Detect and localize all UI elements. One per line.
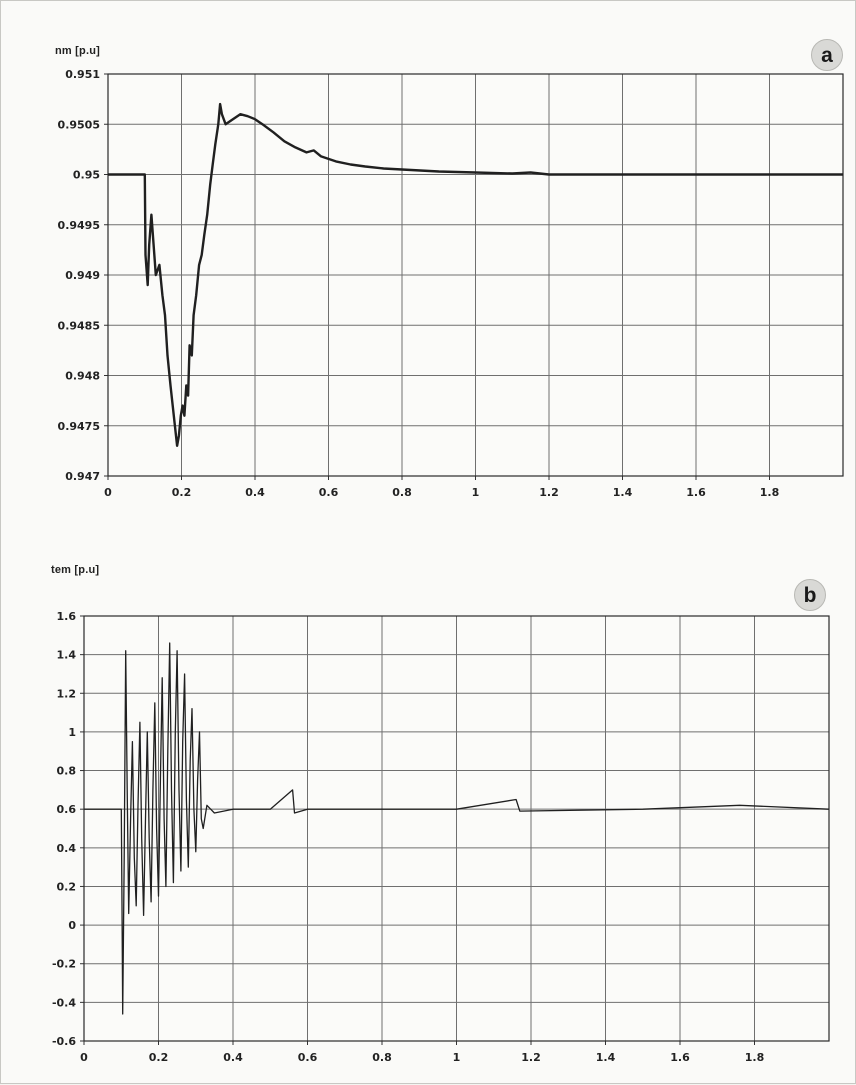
x-tick-label: 1 [453, 1051, 461, 1064]
y-tick-label: 0.949 [65, 269, 100, 282]
x-tick-label: 0.8 [392, 486, 412, 499]
y-tick-label: 0.9485 [58, 319, 100, 332]
y-tick-label: 0.95 [73, 169, 100, 182]
x-tick-label: 0.4 [245, 486, 265, 499]
x-tick-label: 0 [80, 1051, 88, 1064]
chart-panel-b: tem [p.u] b 0 0.2 0.4 0.6 0.8 1 1.2 1.4 1.6 1.8 1.… [1, 546, 856, 1085]
y-tick-label: 0.4 [57, 842, 77, 855]
y-tick-label: 1.6 [57, 610, 77, 623]
x-tick-label: 0.6 [298, 1051, 318, 1064]
panel-badge-a: a [811, 39, 843, 71]
y-tick-label: 0.8 [57, 765, 77, 778]
plot-frame [107, 73, 844, 477]
chart-panel-a: nm [p.u] a 0 0.2 0.4 0.6 0.8 1 1.2 1.4 1.6 1.8 0.9… [1, 1, 856, 531]
x-tick-label: 0.8 [372, 1051, 392, 1064]
x-tick-label: 0.2 [149, 1051, 169, 1064]
x-tick-label: 0.4 [223, 1051, 243, 1064]
chart-b-svg: 0 0.2 0.4 0.6 0.8 1 1.2 1.4 1.6 1.8 1.6 1.4 1.2 1 0.8 0… [52, 610, 830, 1064]
y-tick-label: 0.948 [65, 370, 100, 383]
y-tick-label: 0 [68, 919, 76, 932]
y-tick-label: -0.2 [52, 958, 76, 971]
y-tick-label: -0.4 [52, 996, 76, 1009]
x-tick-label: 1.4 [596, 1051, 616, 1064]
x-tick-label: 1.8 [745, 1051, 765, 1064]
panel-badge-b: b [794, 579, 826, 611]
y-tick-label: 0.951 [65, 68, 100, 81]
x-tick-label: 1.2 [539, 486, 559, 499]
x-tick-label: 1.2 [521, 1051, 541, 1064]
x-tick-label: 1.4 [613, 486, 633, 499]
y-tick-label: 0.947 [65, 470, 100, 483]
series-line [108, 102, 843, 447]
x-tick-label: 0.2 [172, 486, 192, 499]
y-tick-label: 0.6 [57, 803, 77, 816]
x-tick-label: 1.8 [760, 486, 780, 499]
x-tick-label: 0.6 [319, 486, 339, 499]
y-tick-label: 0.9475 [58, 420, 100, 433]
y-tick-label: 1.2 [57, 687, 77, 700]
y-tick-label: 1.4 [57, 649, 77, 662]
plot-frame [83, 615, 830, 1042]
y-tick-label: 1 [68, 726, 76, 739]
y-tick-label: 0.9505 [58, 118, 100, 131]
x-tick-label: 1.6 [686, 486, 706, 499]
y-axis-label-b: tem [p.u] [51, 564, 100, 576]
y-tick-label: -0.6 [52, 1035, 76, 1048]
chart-a-svg: 0 0.2 0.4 0.6 0.8 1 1.2 1.4 1.6 1.8 0.951 0.9505 0.9… [58, 68, 844, 499]
y-axis-label-a: nm [p.u] [55, 45, 100, 57]
y-tick-label: 0.2 [57, 880, 77, 893]
x-tick-label: 1.6 [670, 1051, 690, 1064]
y-tick-label: 0.9495 [58, 219, 100, 232]
series-line [84, 642, 830, 1015]
x-tick-label: 0 [104, 486, 112, 499]
x-tick-label: 1 [472, 486, 480, 499]
